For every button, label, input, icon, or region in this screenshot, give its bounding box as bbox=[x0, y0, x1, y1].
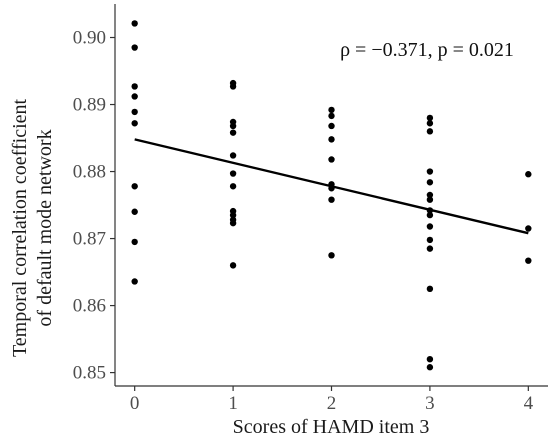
correlation-annotation: ρ = −0.371, p = 0.021 bbox=[340, 39, 514, 61]
points-layer bbox=[131, 20, 532, 371]
x-tick-label: 3 bbox=[425, 393, 435, 414]
y-tick-label: 0.88 bbox=[73, 162, 106, 183]
data-point bbox=[131, 44, 138, 51]
data-point bbox=[328, 106, 335, 114]
data-point bbox=[131, 238, 138, 246]
data-point bbox=[426, 128, 434, 135]
data-point bbox=[229, 262, 237, 269]
y-tick-label: 0.86 bbox=[73, 296, 106, 317]
x-tick-label: 1 bbox=[228, 393, 238, 414]
data-point bbox=[426, 196, 434, 203]
data-point bbox=[426, 168, 434, 175]
data-point bbox=[426, 207, 434, 214]
ticks-layer: 0.85 0.86 0.87 0.88 0.89 0.90 0 1 2 3 4 bbox=[73, 28, 534, 414]
y-tick-label: 0.90 bbox=[73, 28, 106, 49]
data-point bbox=[525, 225, 532, 232]
data-point bbox=[229, 170, 237, 177]
data-point bbox=[131, 83, 138, 90]
data-point bbox=[426, 211, 434, 219]
data-point bbox=[328, 196, 335, 203]
data-point bbox=[426, 191, 434, 199]
data-point bbox=[328, 185, 335, 192]
data-point bbox=[131, 108, 138, 116]
data-point bbox=[426, 285, 434, 293]
data-point bbox=[426, 245, 434, 252]
data-point bbox=[131, 208, 138, 215]
y-axis-title-line-1: Temporal correlation coefficient bbox=[9, 99, 31, 358]
data-point bbox=[426, 179, 434, 186]
data-point bbox=[229, 219, 237, 227]
x-tick-label: 2 bbox=[327, 393, 337, 414]
data-point bbox=[328, 156, 335, 163]
data-point bbox=[525, 257, 532, 264]
x-tick-label: 0 bbox=[130, 393, 140, 414]
data-point bbox=[328, 252, 335, 259]
y-tick-label: 0.85 bbox=[73, 363, 106, 384]
data-point bbox=[131, 20, 138, 27]
data-point bbox=[426, 364, 434, 371]
data-point bbox=[229, 152, 237, 159]
data-point bbox=[426, 120, 434, 127]
data-point bbox=[131, 93, 138, 100]
data-point bbox=[525, 171, 532, 178]
data-point bbox=[131, 183, 138, 190]
x-tick-label: 4 bbox=[524, 393, 534, 414]
data-point bbox=[131, 120, 138, 127]
y-tick-label: 0.87 bbox=[73, 229, 106, 250]
data-point bbox=[426, 114, 434, 122]
data-point bbox=[426, 236, 434, 244]
data-point bbox=[229, 211, 237, 219]
data-point bbox=[229, 129, 237, 136]
data-point bbox=[328, 122, 335, 130]
x-axis-title: Scores of HAMD item 3 bbox=[233, 416, 430, 438]
axes-layer bbox=[114, 4, 548, 387]
y-axis-title-line-2: of default mode network bbox=[34, 129, 56, 326]
data-point bbox=[229, 83, 237, 90]
data-point bbox=[328, 112, 335, 120]
data-point bbox=[229, 183, 237, 190]
y-tick-label: 0.89 bbox=[73, 95, 106, 116]
data-point bbox=[229, 122, 237, 130]
data-point bbox=[426, 355, 434, 363]
data-point bbox=[131, 278, 138, 285]
data-point bbox=[328, 136, 335, 143]
data-point bbox=[426, 223, 434, 230]
